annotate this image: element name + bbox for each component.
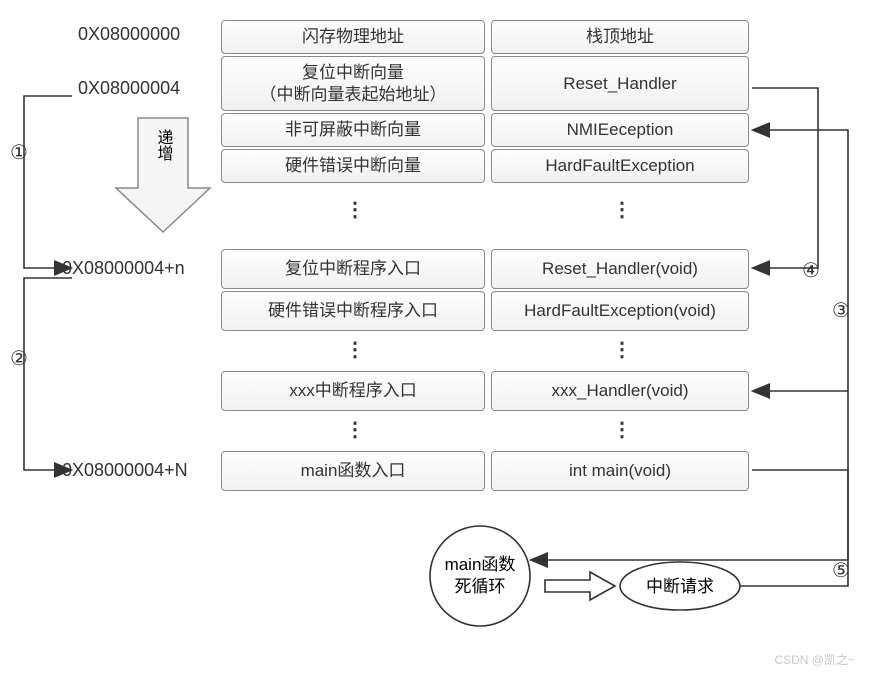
svg-layer: 递增 main函数 死循环 中断请求 — [0, 0, 869, 676]
flow-3a — [740, 130, 848, 586]
flow-1 — [24, 96, 72, 268]
circle-line2: 死循环 — [455, 577, 506, 596]
big-arrow-label: 递增 — [155, 129, 174, 161]
circle-line1: main函数 — [445, 555, 516, 574]
hollow-arrow — [545, 572, 615, 600]
watermark: CSDN @凯之~ — [774, 651, 855, 668]
flow-4 — [752, 88, 818, 268]
main-loop-circle — [430, 526, 530, 626]
big-down-arrow: 递增 — [116, 118, 210, 232]
ellipse-text: 中断请求 — [646, 577, 714, 596]
flow-2 — [24, 278, 72, 470]
flow-5 — [532, 470, 848, 560]
diagram-stage: 0X08000000 0X08000004 0X08000004+n 0X080… — [0, 0, 869, 676]
